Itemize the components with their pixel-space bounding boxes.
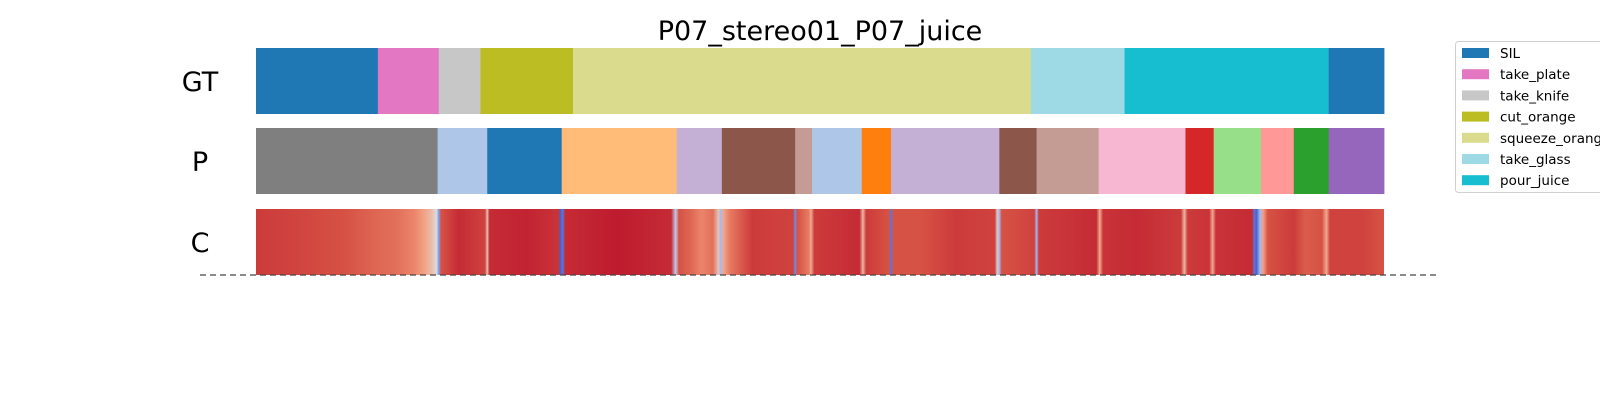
legend: SIL take_plate take_knife cut_orangesqueeze… — [1455, 41, 1600, 193]
segment-cut-orange — [480, 48, 574, 114]
legend-swatch — [1462, 175, 1489, 186]
segment — [1098, 128, 1186, 194]
legend-swatch — [1462, 111, 1489, 122]
legend-label: pour_juice — [1500, 173, 1569, 189]
legend-swatch — [1462, 48, 1489, 58]
segment — [256, 128, 439, 194]
segment — [812, 128, 863, 194]
confidence-strip — [256, 209, 1384, 275]
segment-SIL — [256, 48, 379, 114]
segment — [487, 128, 563, 194]
segment — [1036, 128, 1100, 194]
segment — [1185, 128, 1215, 194]
segment — [1293, 128, 1330, 194]
segment — [999, 128, 1037, 194]
row-label: C — [191, 228, 210, 259]
row-p: P — [192, 128, 1385, 194]
segment-take-glass — [1030, 48, 1125, 114]
segment — [437, 128, 488, 194]
legend-frame — [1455, 41, 1600, 193]
segment — [1328, 128, 1385, 194]
segment-pour-juice — [1124, 48, 1330, 114]
segment-take-knife — [438, 48, 481, 114]
legend-label: squeeze_orange — [1500, 131, 1600, 147]
segment — [1261, 128, 1295, 194]
row-label: P — [192, 147, 208, 178]
segment-squeeze-orange — [572, 48, 1032, 114]
segment-take-plate — [377, 48, 440, 114]
legend-label: cut_orange — [1500, 110, 1576, 126]
segment — [561, 128, 678, 194]
legend-label: take_glass — [1500, 152, 1571, 168]
segment — [795, 128, 813, 194]
row-label: GT — [182, 67, 219, 98]
segment — [1213, 128, 1262, 194]
segment — [861, 128, 892, 194]
segment — [721, 128, 796, 194]
legend-swatch — [1462, 90, 1489, 101]
legend-label: take_plate — [1500, 67, 1570, 83]
legend-swatch — [1462, 132, 1489, 143]
segment — [891, 128, 1000, 194]
row-c: C — [191, 209, 1384, 275]
legend-swatch — [1462, 154, 1489, 164]
legend-label: take_knife — [1500, 88, 1569, 104]
row-gt: GT — [182, 48, 1385, 114]
legend-swatch — [1462, 69, 1489, 80]
timeline-rows: GT P C — [182, 48, 1385, 275]
segment-SIL — [1328, 48, 1385, 114]
segment — [676, 128, 723, 194]
legend-label: SIL — [1500, 46, 1521, 62]
chart-title: P07_stereo01_P07_juice — [658, 16, 983, 47]
